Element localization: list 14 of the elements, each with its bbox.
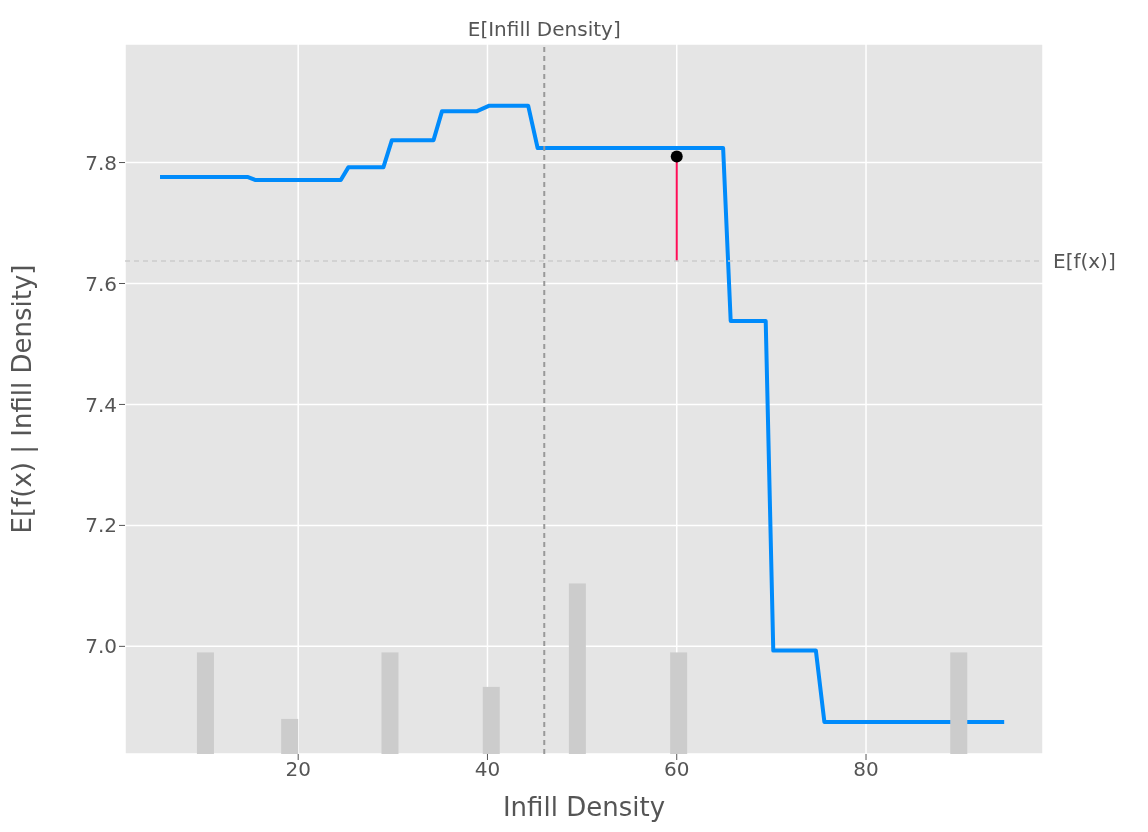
ref-line-label: E[Infill Density] [467, 17, 621, 41]
x-tick-label: 60 [664, 757, 690, 782]
y-axis-title: E[f(x) | Infill Density] [7, 264, 39, 534]
y-tick-label: 7.4 [85, 392, 117, 417]
line-series [158, 103, 1007, 724]
ref-line-label: E[f(x)] [1053, 249, 1116, 274]
y-tick-label: 7.2 [85, 513, 117, 538]
y-tick-label: 7.8 [85, 150, 117, 175]
y-tick-label: 7.6 [85, 271, 117, 296]
y-tick-label: 7.0 [85, 634, 117, 659]
x-tick-label: 80 [853, 757, 879, 782]
x-tick-label: 20 [285, 757, 311, 782]
x-axis-title: Infill Density [502, 792, 666, 822]
x-tick-label: 40 [474, 757, 501, 782]
